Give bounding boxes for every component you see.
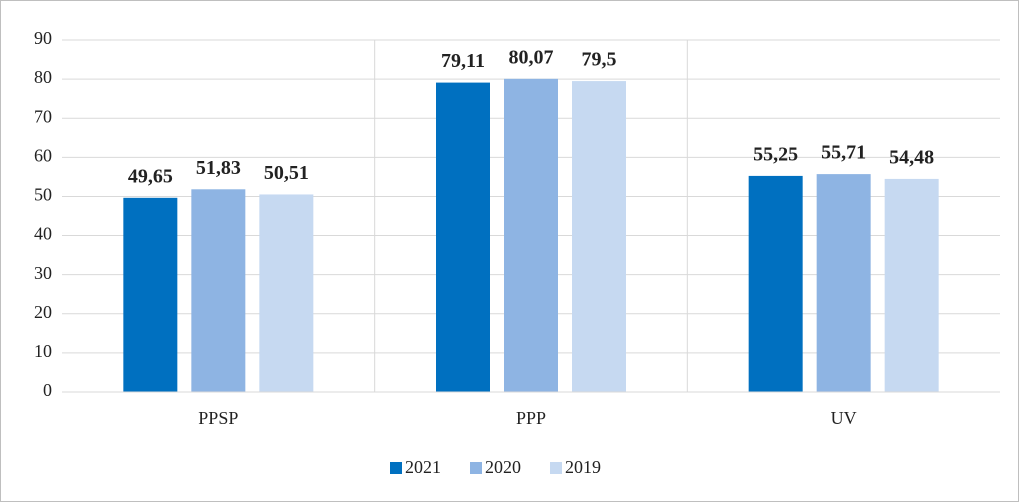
legend-swatch	[470, 462, 482, 474]
bar	[748, 175, 803, 392]
legend-label: 2021	[405, 457, 441, 477]
y-tick-label: 10	[34, 341, 52, 361]
value-label: 55,71	[821, 142, 866, 164]
bar	[504, 78, 558, 392]
value-label: 54,48	[889, 147, 934, 169]
y-tick-label: 60	[34, 145, 52, 165]
bar	[884, 178, 939, 392]
value-label: 50,51	[264, 162, 309, 184]
x-tick-label: PPSP	[198, 408, 238, 428]
y-tick-label: 40	[34, 224, 52, 244]
y-tick-label: 20	[34, 302, 52, 322]
value-label: 79,5	[582, 49, 617, 71]
bar	[123, 197, 178, 392]
y-tick-label: 0	[43, 380, 52, 400]
y-tick-label: 30	[34, 263, 52, 283]
y-tick-label: 70	[34, 106, 52, 126]
x-tick-label: UV	[831, 408, 857, 428]
value-label: 51,83	[196, 157, 241, 179]
bar	[191, 189, 246, 392]
legend-swatch	[390, 462, 402, 474]
x-tick-label: PPP	[516, 408, 546, 428]
y-tick-label: 80	[34, 67, 52, 87]
legend-swatch	[550, 462, 562, 474]
bar	[436, 82, 490, 392]
legend-label: 2019	[565, 457, 601, 477]
bar	[259, 194, 314, 392]
bar	[816, 174, 871, 392]
value-label: 80,07	[509, 46, 554, 68]
value-label: 55,25	[753, 144, 798, 166]
y-tick-label: 50	[34, 185, 52, 205]
value-label: 49,65	[128, 165, 173, 187]
y-tick-label: 90	[34, 28, 52, 48]
legend-label: 2020	[485, 457, 521, 477]
value-label: 79,11	[441, 50, 485, 72]
bar	[572, 81, 626, 393]
